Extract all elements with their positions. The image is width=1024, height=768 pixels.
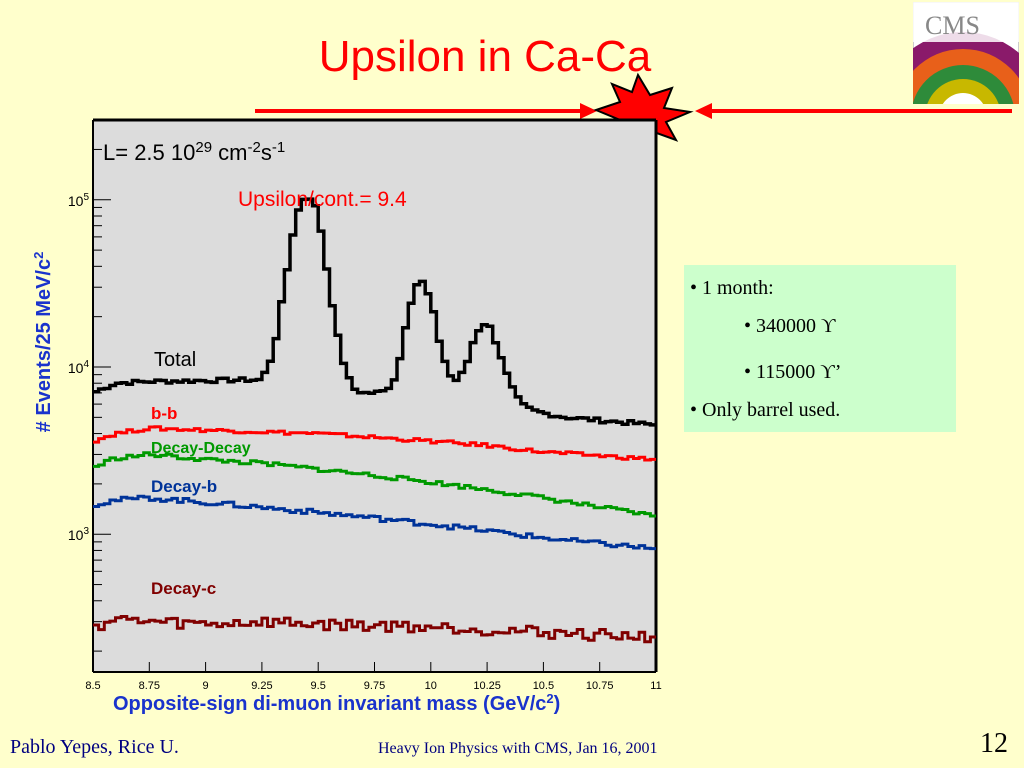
cms-logo: CMS bbox=[913, 2, 1019, 104]
x-tick-label: 10.25 bbox=[473, 680, 501, 692]
series-label-decay-b: Decay-b bbox=[151, 477, 217, 496]
series-decay-b-line bbox=[93, 494, 656, 551]
info-item-upsilon-prime: • 115000 ϒ’ bbox=[744, 361, 842, 383]
footer-center: Heavy Ion Physics with CMS, Jan 16, 2001 bbox=[378, 740, 658, 757]
series-label-bb: b-b bbox=[151, 404, 177, 423]
x-tick-label: 10.75 bbox=[586, 680, 614, 692]
series-decay-c-line bbox=[93, 615, 656, 644]
series-decay-decay-line bbox=[93, 451, 656, 518]
x-tick-label: 9.75 bbox=[364, 680, 385, 692]
y-axis-title: # Events/25 MeV/c2 bbox=[31, 252, 55, 433]
right-arrow-head bbox=[695, 103, 712, 119]
x-tick-label: 8.5 bbox=[85, 680, 100, 692]
y-tick-label: 105 bbox=[68, 192, 90, 209]
left-arrow-head bbox=[580, 103, 597, 119]
x-axis-title: Opposite-sign di-muon invariant mass (Ge… bbox=[113, 691, 560, 715]
plot-area bbox=[93, 120, 656, 672]
series-label-decay-decay: Decay-Decay bbox=[151, 440, 251, 457]
x-tick-label: 9 bbox=[203, 680, 209, 692]
slide-title: Upsilon in Ca-Ca bbox=[318, 32, 652, 81]
info-item-barrel: • Only barrel used. bbox=[690, 399, 841, 421]
y-tick-label: 103 bbox=[68, 526, 90, 543]
x-tick-label: 8.75 bbox=[139, 680, 160, 692]
series-total-line bbox=[93, 197, 656, 427]
x-tick-label: 11 bbox=[650, 680, 661, 692]
info-item-month: • 1 month: bbox=[690, 277, 774, 299]
y-tick-label: 104 bbox=[68, 359, 90, 376]
series-b-b-line bbox=[93, 425, 656, 462]
x-tick-label: 10 bbox=[425, 680, 437, 692]
x-tick-label: 10.5 bbox=[533, 680, 554, 692]
luminosity-label: L= 2.5 1029 cm-2s-1 bbox=[103, 139, 285, 165]
info-box: • 1 month: • 340000 ϒ • 115000 ϒ’ • Only… bbox=[684, 265, 956, 432]
footer-author: Pablo Yepes, Rice U. bbox=[10, 736, 179, 758]
page-number: 12 bbox=[980, 728, 1008, 759]
info-item-upsilon: • 340000 ϒ bbox=[744, 315, 836, 337]
series-label-decay-c: Decay-c bbox=[151, 579, 216, 598]
x-tick-label: 9.25 bbox=[251, 680, 272, 692]
ratio-annotation: Upsilon/cont.= 9.4 bbox=[238, 188, 407, 211]
logo-text: CMS bbox=[925, 11, 980, 40]
series-label-total: Total bbox=[154, 349, 196, 371]
x-tick-label: 9.5 bbox=[311, 680, 326, 692]
